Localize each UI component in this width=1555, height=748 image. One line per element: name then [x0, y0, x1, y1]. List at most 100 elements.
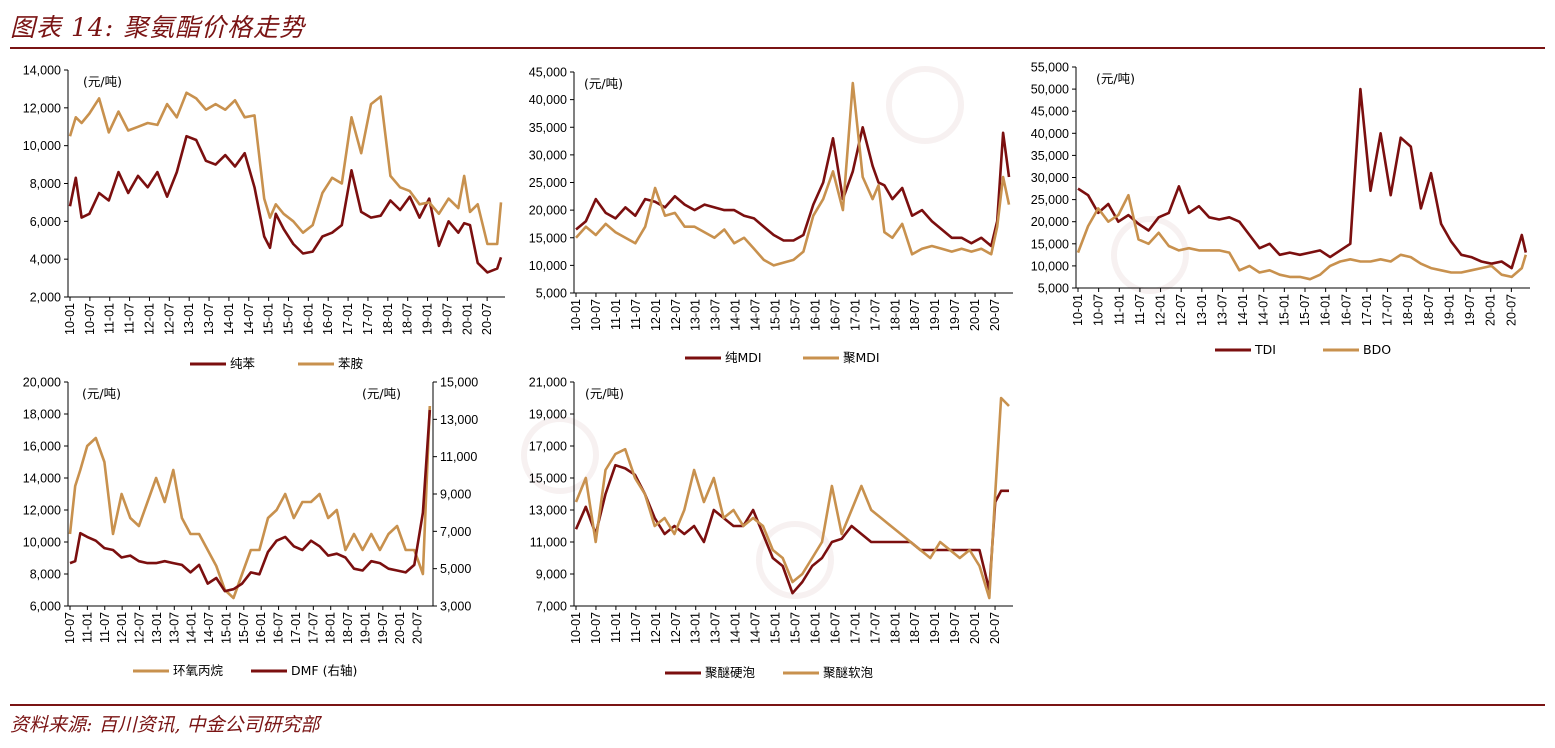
y-tick-label: 40,000 — [529, 93, 567, 107]
x-tick-label: 15-07 — [789, 612, 803, 644]
x-tick-label: 20-07 — [988, 299, 1002, 331]
x-tick-label: 20-01 — [968, 612, 982, 644]
y-tick-label: 11,000 — [530, 536, 567, 550]
x-tick-label: 19-07 — [376, 612, 390, 644]
x-tick-label: 17-07 — [868, 612, 882, 644]
x-tick-label: 10-01 — [569, 612, 583, 644]
x-tick-label: 18-01 — [324, 612, 338, 644]
x-tick-label: 16-07 — [828, 299, 842, 331]
chart-c4: 6,000 8,000 10,000 12,000 14,000 16,000 18,000… — [23, 376, 479, 679]
y-tick-label: 21,000 — [529, 376, 567, 390]
y-tick-label: 25,000 — [529, 176, 567, 190]
x-tick-label: 14-07 — [242, 303, 256, 335]
x-tick-label: 18-01 — [888, 612, 902, 644]
y-tick-label: 10,000 — [529, 259, 567, 273]
y-tick-label: 10,000 — [1031, 259, 1069, 273]
series-line-1 — [1076, 193, 1528, 281]
x-tick-label: 20-07 — [480, 303, 494, 335]
legend-label: 环氧丙烷 — [173, 663, 224, 678]
y-tick-label: 4,000 — [30, 253, 61, 267]
x-tick-label: 18-07 — [341, 612, 355, 644]
y-tick-label: 25,000 — [1031, 193, 1069, 207]
y-tick-label: 8,000 — [30, 568, 61, 582]
x-tick-label: 19-07 — [948, 299, 962, 331]
x-tick-label: 14-07 — [202, 612, 216, 644]
chart-c5: 7,000 9,000 11,000 13,000 15,000 17,000 19,000… — [529, 376, 1013, 680]
x-tick-label: 13-07 — [1215, 294, 1229, 326]
x-tick-label: 14-07 — [749, 299, 763, 331]
x-tick-label: 17-01 — [1360, 294, 1374, 326]
x-tick-label: 10-07 — [589, 612, 603, 644]
y-tick-label: 15,000 — [1031, 237, 1069, 251]
y-tick-label: 17,000 — [529, 440, 567, 454]
x-tick-label: 15-07 — [789, 299, 803, 331]
x-tick-label: 12-07 — [133, 612, 147, 644]
legend-label: 聚醚软泡 — [823, 665, 874, 680]
y-right-tick-label: 3,000 — [440, 600, 471, 614]
x-tick-label: 15-01 — [1277, 294, 1291, 326]
x-tick-label: 12-01 — [649, 299, 663, 331]
y-right-tick-label: 9,000 — [440, 488, 471, 502]
y-tick-label: 6,000 — [30, 215, 61, 229]
x-tick-label: 19-07 — [948, 612, 962, 644]
x-tick-label: 14-01 — [729, 612, 743, 644]
x-tick-label: 18-07 — [1422, 294, 1436, 326]
y-tick-label: 20,000 — [23, 376, 61, 390]
x-tick-label: 17-01 — [341, 303, 355, 335]
unit-label: (元/吨) — [584, 76, 623, 91]
unit-label-right: (元/吨) — [362, 386, 401, 401]
x-tick-label: 12-07 — [669, 612, 683, 644]
y-tick-label: 14,000 — [23, 472, 61, 486]
x-tick-label: 20-01 — [1484, 294, 1498, 326]
legend-label: TDI — [1254, 342, 1276, 357]
legend-label: 纯苯 — [230, 356, 256, 371]
y-tick-label: 19,000 — [529, 408, 567, 422]
title-rule — [10, 47, 1545, 49]
unit-label: (元/吨) — [585, 386, 624, 401]
x-tick-label: 16-07 — [272, 612, 286, 644]
x-tick-label: 17-01 — [848, 612, 862, 644]
x-tick-label: 17-01 — [289, 612, 303, 644]
x-tick-label: 20-01 — [393, 612, 407, 644]
x-tick-label: 11-01 — [103, 303, 117, 334]
series-line-0 — [575, 126, 1011, 248]
x-tick-label: 16-01 — [808, 612, 822, 644]
x-tick-label: 20-07 — [411, 612, 425, 644]
x-tick-label: 13-07 — [167, 612, 181, 644]
x-tick-label: 14-01 — [222, 303, 236, 335]
y-tick-label: 8,000 — [30, 177, 61, 191]
x-tick-label: 17-07 — [361, 303, 375, 335]
figure-source: 资料来源: 百川资讯, 中金公司研究部 — [10, 714, 320, 736]
x-tick-label: 16-01 — [254, 612, 268, 644]
y-right-tick-label: 15,000 — [440, 376, 478, 390]
y-tick-label: 7,000 — [536, 600, 567, 614]
x-tick-label: 14-01 — [729, 299, 743, 331]
x-tick-label: 17-07 — [868, 299, 882, 331]
legend-label: 聚MDI — [843, 350, 880, 365]
y-tick-label: 10,000 — [23, 139, 61, 153]
x-tick-label: 11-01 — [1112, 294, 1126, 325]
x-tick-label: 16-07 — [321, 303, 335, 335]
x-tick-label: 12-01 — [142, 303, 156, 335]
unit-label: (元/吨) — [1096, 71, 1135, 86]
x-tick-label: 12-07 — [162, 303, 176, 335]
x-tick-label: 11-01 — [609, 299, 623, 330]
y-right-tick-label: 11,000 — [440, 450, 477, 464]
x-tick-label: 13-07 — [709, 612, 723, 644]
watermark-logo — [521, 66, 1189, 599]
y-tick-label: 45,000 — [529, 66, 567, 80]
x-tick-label: 11-07 — [123, 303, 137, 334]
x-tick-label: 13-07 — [202, 303, 216, 335]
x-tick-label: 17-07 — [306, 612, 320, 644]
x-tick-label: 12-01 — [649, 612, 663, 644]
x-tick-label: 15-01 — [769, 299, 783, 331]
series-line-0 — [1077, 87, 1528, 270]
x-tick-label: 11-01 — [609, 612, 623, 643]
x-tick-label: 15-01 — [219, 612, 233, 644]
y-tick-label: 45,000 — [1031, 105, 1069, 119]
x-tick-label: 19-07 — [440, 303, 454, 335]
y-tick-label: 35,000 — [529, 121, 567, 135]
x-tick-label: 12-01 — [115, 612, 129, 644]
x-tick-label: 13-01 — [150, 612, 164, 644]
x-tick-label: 13-01 — [689, 612, 703, 644]
